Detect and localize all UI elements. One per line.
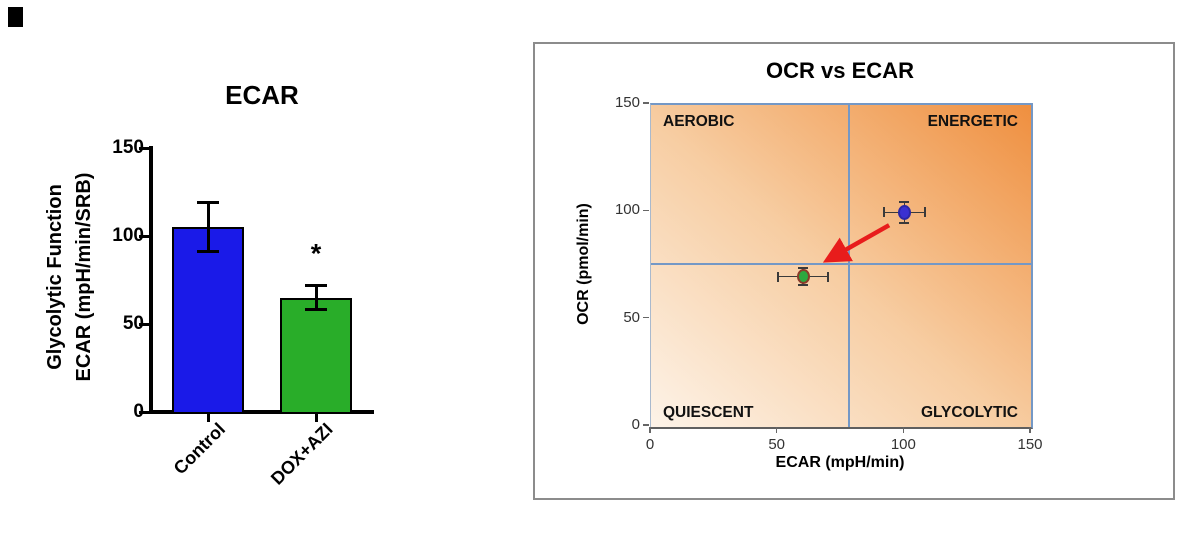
quadrant-label-quiescent: QUIESCENT bbox=[663, 404, 754, 421]
bar-dox-azi bbox=[280, 297, 352, 414]
x-tick-label: 100 bbox=[890, 436, 916, 453]
y-tick-mark bbox=[643, 424, 649, 426]
bar-chart-y-axis-label: Glycolytic Function ECAR (mpH/min/SRB) bbox=[41, 173, 99, 382]
error-bar-cap-bottom bbox=[197, 250, 219, 254]
y-tick-mark bbox=[643, 102, 649, 104]
y-tick-label: 100 bbox=[112, 225, 144, 246]
point-yerr-cap-bottom bbox=[899, 222, 910, 225]
error-bar-line bbox=[314, 285, 318, 310]
point-xerr-cap-left bbox=[883, 207, 886, 218]
x-tick-label: 0 bbox=[645, 436, 655, 453]
x-tick-mark bbox=[314, 414, 318, 422]
y-tick-mark bbox=[643, 209, 649, 212]
y-tick-label: 50 bbox=[623, 308, 640, 326]
category-label: Control bbox=[169, 419, 230, 479]
y-tick-label: 150 bbox=[614, 94, 640, 111]
y-tick-label: 0 bbox=[631, 416, 640, 433]
shift-arrow bbox=[822, 223, 891, 263]
divider-line-vertical bbox=[847, 105, 850, 427]
y-tick-mark bbox=[139, 322, 150, 326]
x-tick-label: 150 bbox=[1017, 436, 1043, 453]
data-point-dox-azi bbox=[796, 269, 810, 285]
scatter-y-axis-label: OCR (pmol/min) bbox=[575, 203, 592, 325]
error-bar-line bbox=[206, 202, 210, 252]
category-label: DOX+AZI bbox=[267, 419, 338, 489]
y-tick-label: 50 bbox=[122, 313, 144, 334]
y-tick-mark bbox=[139, 234, 150, 238]
divider-line-horizontal bbox=[651, 262, 1031, 265]
ecar-bar-chart: ECAR Glycolytic Function ECAR (mpH/min/S… bbox=[0, 0, 520, 538]
point-yerr-cap-top bbox=[798, 267, 808, 270]
scatter-x-axis-label: ECAR (mpH/min) bbox=[775, 454, 905, 471]
y-tick-mark bbox=[139, 410, 150, 414]
corner-mark bbox=[8, 7, 23, 27]
y-axis-line bbox=[148, 146, 153, 414]
quadrant-label-glycolytic: GLYCOLYTIC bbox=[920, 404, 1018, 421]
x-axis-line bbox=[148, 410, 374, 414]
significance-asterisk: * bbox=[310, 238, 322, 269]
y-tick-label: 150 bbox=[112, 137, 144, 158]
error-bar-cap-top bbox=[197, 201, 219, 205]
x-tick-mark bbox=[206, 414, 210, 422]
point-xerr-cap-left bbox=[776, 271, 779, 282]
scatter-chart-title: OCR vs ECAR bbox=[766, 58, 914, 83]
ocr-vs-ecar-chart: OCR vs ECAR OCR (pmol/min) ECAR (mpH/min… bbox=[533, 42, 1175, 500]
data-point-control bbox=[897, 204, 911, 220]
bar-chart-title: ECAR bbox=[225, 80, 299, 110]
error-bar-cap-top bbox=[305, 283, 327, 287]
quadrant-label-aerobic: AEROBIC bbox=[663, 113, 735, 130]
scatter-plot-area: AEROBIC ENERGETIC QUIESCENT GLYCOLYTIC bbox=[650, 103, 1033, 429]
point-yerr-cap-top bbox=[899, 200, 910, 203]
y-axis-label-line2: ECAR (mpH/min/SRB) bbox=[73, 172, 95, 382]
y-tick-label: 100 bbox=[614, 201, 640, 219]
y-axis-label-line1: Glycolytic Function bbox=[44, 184, 66, 370]
bar-control bbox=[172, 227, 244, 414]
quadrant-label-energetic: ENERGETIC bbox=[927, 113, 1018, 130]
point-xerr-cap-right bbox=[923, 207, 926, 218]
y-tick-mark bbox=[139, 146, 150, 150]
y-tick-mark bbox=[643, 316, 649, 319]
x-tick-label: 50 bbox=[768, 436, 785, 453]
error-bar-cap-bottom bbox=[305, 308, 327, 312]
point-yerr-cap-bottom bbox=[798, 284, 808, 287]
point-xerr-cap-right bbox=[827, 271, 830, 282]
y-tick-label: 0 bbox=[133, 401, 144, 422]
